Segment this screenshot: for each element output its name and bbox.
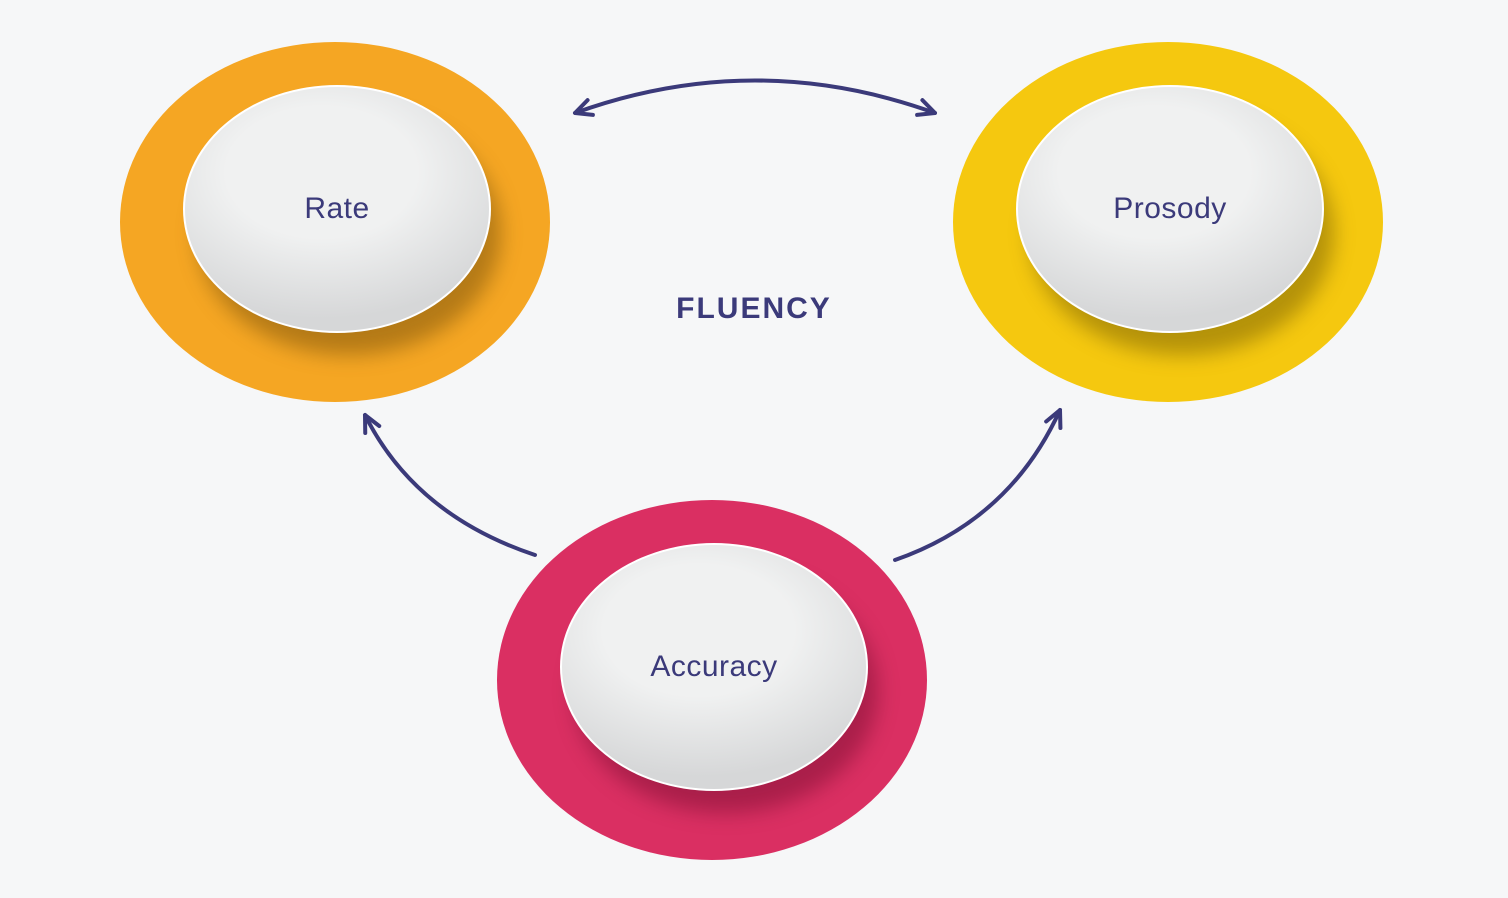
arrow-top-bidir [575,81,935,114]
node-prosody-disc: Prosody [1016,85,1324,333]
arrow-accuracy-to-prosody-head-end [1046,410,1060,428]
node-accuracy-label: Accuracy [650,650,777,684]
node-rate-label: Rate [304,192,369,226]
node-accuracy: Accuracy [497,500,927,860]
node-prosody: Prosody [953,42,1383,402]
node-prosody-label: Prosody [1113,192,1227,226]
node-accuracy-disc: Accuracy [560,543,868,791]
diagram-canvas: FLUENCY Rate Prosody Accuracy [0,0,1508,898]
node-rate-disc: Rate [183,85,491,333]
center-label: FLUENCY [604,292,904,326]
node-rate: Rate [120,42,550,402]
arrow-top-bidir-head-start [575,100,593,115]
arrow-top-bidir-head-end [917,100,935,115]
arrow-accuracy-to-rate-head-end [365,415,379,433]
